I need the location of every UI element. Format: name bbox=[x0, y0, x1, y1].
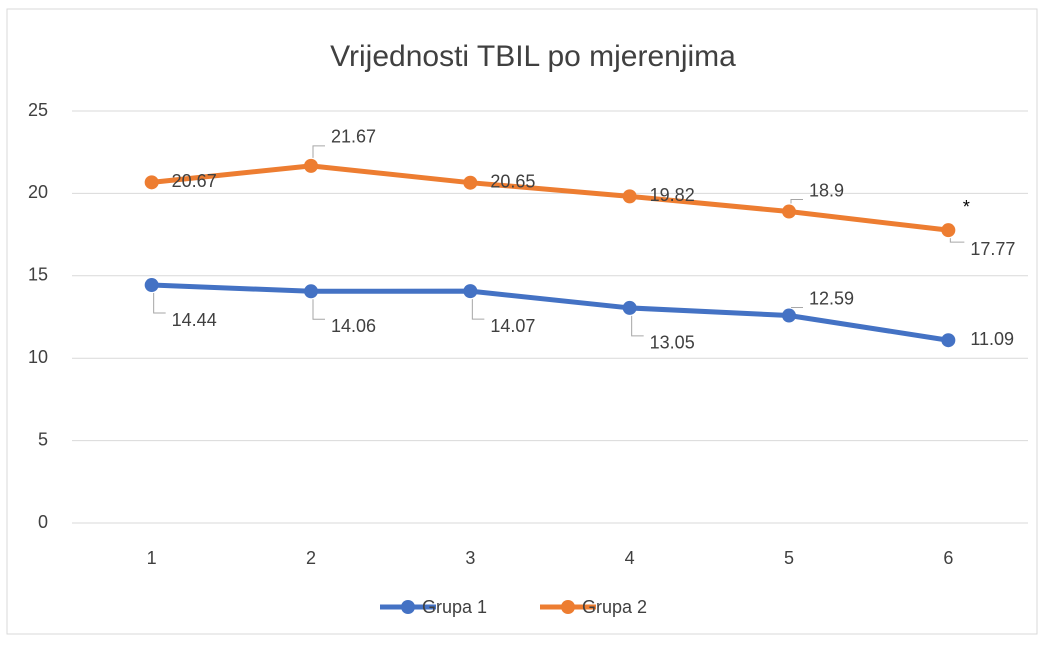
annotation: * bbox=[963, 197, 970, 217]
data-label: 14.06 bbox=[331, 316, 376, 336]
point bbox=[622, 189, 637, 204]
leader-line bbox=[631, 315, 644, 337]
point bbox=[144, 278, 159, 293]
legend-label: Grupa 2 bbox=[582, 597, 647, 617]
y-tick-label: 0 bbox=[38, 512, 48, 532]
data-label: 11.09 bbox=[970, 329, 1014, 349]
chart-border bbox=[6, 8, 1038, 635]
data-label: 12.59 bbox=[809, 288, 854, 308]
series-line bbox=[151, 163, 949, 233]
data-label: 21.67 bbox=[331, 127, 376, 147]
y-tick-label: 15 bbox=[28, 265, 48, 285]
point bbox=[463, 284, 478, 299]
y-tick-label: 25 bbox=[28, 100, 48, 120]
x-tick-label: 4 bbox=[625, 548, 635, 568]
data-label: 17.77 bbox=[970, 239, 1015, 259]
leader-line bbox=[312, 299, 325, 320]
y-tick-label: 10 bbox=[28, 347, 48, 367]
leader-line bbox=[312, 145, 325, 158]
series-line bbox=[151, 282, 949, 343]
point bbox=[941, 333, 956, 348]
point bbox=[622, 300, 637, 315]
data-label: 20.67 bbox=[172, 171, 217, 191]
point bbox=[782, 308, 796, 323]
x-tick-label: 2 bbox=[306, 548, 316, 568]
leader-line bbox=[471, 299, 485, 320]
leader-line bbox=[949, 238, 965, 243]
data-label: 19.82 bbox=[650, 185, 695, 205]
legend-label: Grupa 1 bbox=[422, 597, 487, 617]
point bbox=[304, 158, 318, 173]
data-label: 13.05 bbox=[650, 333, 695, 353]
x-tick-label: 3 bbox=[465, 548, 475, 568]
point bbox=[144, 175, 159, 190]
legend-marker bbox=[401, 600, 415, 614]
legend-marker bbox=[561, 600, 575, 614]
x-tick-label: 5 bbox=[784, 548, 794, 568]
point bbox=[782, 204, 796, 219]
data-label: 14.07 bbox=[490, 316, 535, 336]
data-label: 18.9 bbox=[809, 180, 844, 200]
point bbox=[304, 284, 318, 299]
data-label: 20.65 bbox=[490, 171, 535, 191]
leader-line bbox=[153, 293, 166, 314]
data-label: 14.44 bbox=[172, 310, 217, 330]
chart-title: Vrijednosti TBIL po mjerenjima bbox=[330, 40, 736, 73]
y-tick-label: 5 bbox=[38, 429, 48, 449]
leader-line bbox=[790, 199, 803, 204]
x-tick-label: 6 bbox=[943, 548, 953, 568]
y-tick-label: 20 bbox=[28, 182, 48, 202]
point bbox=[463, 175, 478, 190]
point bbox=[941, 223, 956, 238]
x-tick-label: 1 bbox=[147, 548, 157, 568]
